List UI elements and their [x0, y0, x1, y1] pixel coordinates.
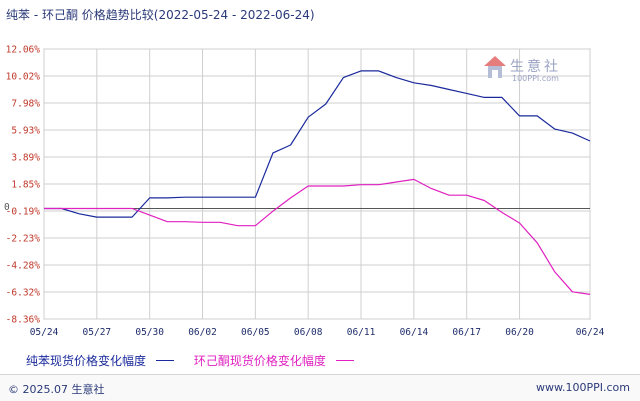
- zero-label: 0: [4, 202, 10, 213]
- legend-item-series1: 纯苯现货价格变化幅度: [26, 352, 175, 369]
- watermark-logo: 生意社 100PPI.com: [482, 54, 582, 88]
- chart-title: 纯苯 - 环己酮 价格趋势比较(2022-05-24 - 2022-06-24): [6, 8, 315, 22]
- x-tick-label: 06/02: [188, 327, 217, 338]
- y-tick-label: -0.19%: [6, 206, 41, 217]
- footer-copyright: © 2025.07 生意社: [8, 383, 105, 396]
- y-tick-label: 1.85%: [11, 180, 40, 191]
- x-tick-label: 06/05: [241, 327, 270, 338]
- y-tick-label: -8.36%: [6, 315, 41, 326]
- x-tick-label: 05/27: [83, 327, 112, 338]
- y-tick-label: 10.02%: [6, 71, 41, 82]
- y-tick-label: 3.89%: [11, 153, 40, 164]
- legend-swatch-series2: [335, 360, 354, 361]
- y-tick-label: -4.28%: [6, 261, 41, 272]
- x-tick-label: 05/30: [135, 327, 164, 338]
- legend: 纯苯现货价格变化幅度 环己酮现货价格变化幅度: [26, 352, 370, 369]
- y-tick-label: -2.23%: [6, 233, 41, 244]
- footer: © 2025.07 生意社 www.100PPI.com: [0, 374, 640, 401]
- y-tick-label: 12.06%: [6, 45, 41, 56]
- legend-item-series2: 环己酮现货价格变化幅度: [194, 352, 354, 369]
- legend-label-series2: 环己酮现货价格变化幅度: [193, 354, 326, 368]
- x-tick-label: 06/20: [505, 327, 534, 338]
- y-tick-label: 5.93%: [11, 126, 40, 137]
- y-tick-label: 7.98%: [11, 98, 40, 109]
- watermark-url: 100PPI.com: [512, 74, 559, 83]
- footer-site-link[interactable]: www.100PPI.com: [536, 381, 630, 394]
- y-tick-label: -6.32%: [6, 288, 41, 299]
- legend-label-series1: 纯苯现货价格变化幅度: [26, 354, 147, 368]
- x-tick-label: 06/11: [347, 327, 376, 338]
- house-icon: [484, 56, 506, 78]
- x-tick-label: 06/14: [400, 327, 429, 338]
- series-line-1: [44, 70, 591, 218]
- watermark-name: 生意社: [510, 59, 561, 75]
- price-trend-chart: 12.06% 10.02% 7.98% 5.93% 3.89% 1.85% -0.19% -2…: [4, 45, 605, 339]
- legend-swatch-series1: [156, 360, 175, 361]
- x-tick-label: 05/24: [30, 327, 59, 338]
- x-tick-label: 06/17: [452, 327, 481, 338]
- x-tick-label: 06/24: [576, 327, 605, 338]
- series-line-2: [44, 178, 591, 295]
- x-tick-label: 06/08: [294, 327, 323, 338]
